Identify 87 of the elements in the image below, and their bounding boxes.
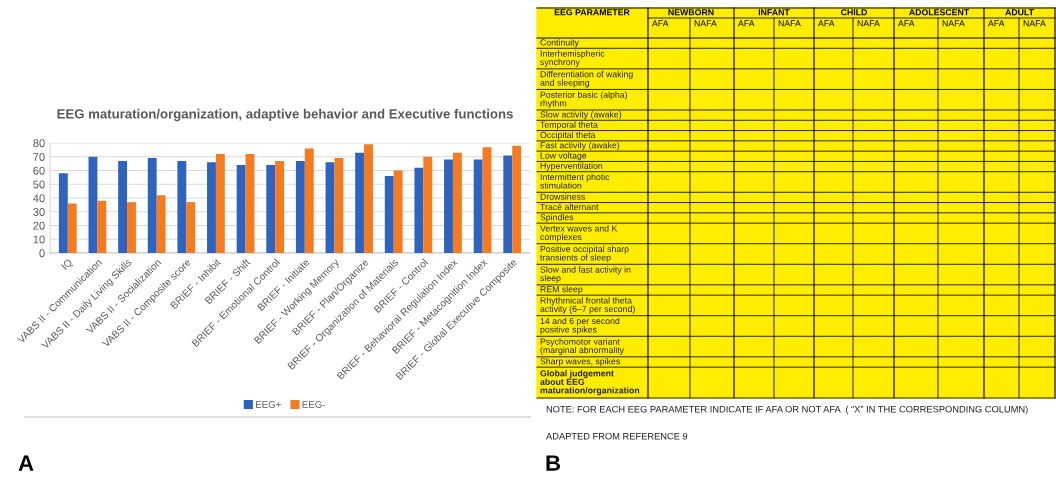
bar — [482, 147, 492, 253]
text: NOTE: FOR EACH EEG PARAMETER INDICATE IF AFA OR NOT AFA ( “X” IN THE CORRESPONDING COLUMN) — [546, 405, 1028, 415]
bar — [325, 162, 335, 253]
y-tick-label: 30 — [33, 208, 45, 216]
category-label: Fast activity (awake) — [540, 141, 620, 151]
bar — [503, 155, 513, 253]
bar — [295, 160, 305, 253]
bar — [207, 162, 216, 253]
bar — [364, 144, 373, 253]
category-label: Tracé alternant — [540, 203, 599, 211]
chart-title: EEG maturation/organization, adaptive behavior and Executive functions — [57, 108, 513, 122]
category-label: Occipital theta — [540, 131, 596, 140]
category-label: REM sleep — [540, 285, 583, 295]
category-label: Global judgement about EEG maturation/organization — [540, 369, 640, 396]
bar — [58, 173, 68, 253]
text: AFA — [898, 20, 915, 27]
bar — [127, 202, 136, 253]
bar — [423, 156, 433, 253]
bar — [275, 160, 285, 253]
y-tick-label: 40 — [33, 194, 45, 203]
bar — [414, 167, 424, 253]
category-label: CHILD — [840, 9, 867, 16]
category-label: INFANT — [758, 9, 790, 16]
category-label: Posterior basic (alpha) rhythm — [540, 91, 627, 109]
category-label: Slow activity (awake) — [540, 111, 622, 120]
category-label: Interhemispheric synchrony — [540, 50, 605, 67]
y-tick-label: 0 — [39, 249, 45, 258]
bar — [512, 145, 522, 253]
y-tick-label: 20 — [33, 221, 45, 230]
text: AFA — [652, 20, 669, 27]
text: NAFA — [778, 20, 801, 27]
category-label: Slow and fast activity in sleep — [540, 266, 631, 283]
legend-label: EEG- — [302, 401, 326, 408]
category-label: Intermittent photic stimulation — [540, 173, 610, 189]
category-label: NEWBORN — [668, 9, 714, 16]
category-label: 14 and 6 per second positive spikes — [540, 317, 620, 335]
text: B — [546, 455, 561, 471]
bar — [147, 158, 157, 253]
category-label: Differentiation of waking and sleeping — [540, 70, 633, 88]
bar — [304, 148, 314, 253]
bar — [266, 165, 276, 253]
category-label: Low voltage — [540, 152, 587, 161]
bar — [88, 156, 98, 253]
y-tick-label: 70 — [33, 153, 45, 161]
y-tick-label: 80 — [33, 139, 45, 148]
y-tick-label: 60 — [33, 166, 45, 175]
bar — [97, 200, 107, 253]
bar — [355, 152, 365, 253]
category-label: Spindles — [540, 213, 574, 223]
text: AFA — [818, 20, 835, 27]
bar — [186, 202, 196, 253]
category-label: Sharp waves, spikes — [540, 357, 620, 367]
category-label: Rhythmical frontal theta activity (6–7 per second) — [540, 297, 635, 314]
bar — [177, 160, 187, 253]
y-tick-label: 50 — [33, 180, 45, 189]
bar — [452, 152, 462, 253]
bar — [473, 159, 483, 253]
text: NAFA — [857, 20, 880, 27]
category-label: Hyperventilation — [540, 162, 603, 171]
bar — [236, 165, 246, 253]
bar — [444, 159, 453, 253]
text: NAFA — [942, 20, 965, 27]
bar — [118, 160, 128, 253]
text: AFA — [988, 20, 1005, 27]
text: NAFA — [694, 20, 717, 27]
bar — [67, 203, 77, 253]
bar — [156, 195, 166, 253]
category-label: Drowsiness — [540, 193, 585, 200]
text: ADAPTED FROM REFERENCE 9 — [546, 432, 688, 440]
bar — [245, 154, 255, 253]
bar — [393, 170, 403, 253]
category-label: Temporal theta — [540, 121, 598, 130]
category-label: Vertex waves and K complexes — [540, 225, 618, 242]
legend-label: EEG+ — [255, 401, 281, 408]
text: EEG PARAMETER — [554, 9, 630, 16]
text: AFA — [738, 20, 755, 27]
category-label: Positive occipital sharp transients of sleep — [540, 245, 629, 263]
category-label: ADOLESCENT — [909, 9, 970, 16]
bar — [384, 176, 394, 253]
bar — [215, 154, 225, 253]
bar — [334, 158, 344, 253]
text: NAFA — [1023, 20, 1046, 27]
text: A — [18, 455, 34, 471]
category-label: ADULT — [1005, 9, 1034, 16]
category-label: Continuity — [540, 39, 579, 48]
y-tick-label: 10 — [33, 235, 45, 244]
category-label: Psychomotor variant (marginal abnormality — [540, 338, 625, 355]
